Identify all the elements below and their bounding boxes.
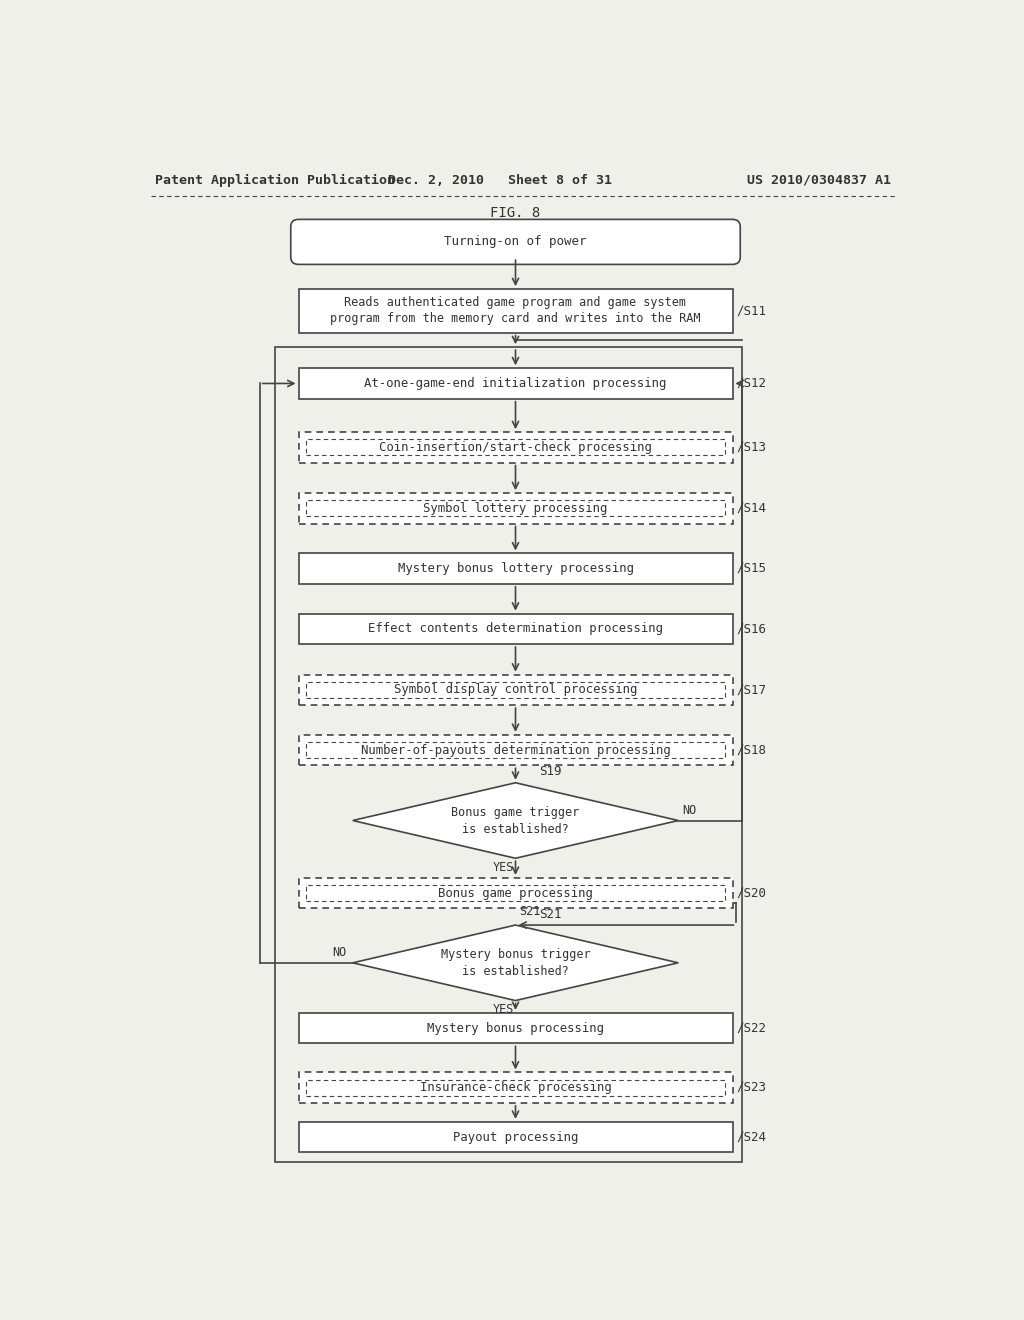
Text: Number-of-payouts determination processing: Number-of-payouts determination processi…: [360, 743, 671, 756]
Text: ∕S11: ∕S11: [736, 305, 766, 317]
Text: ∕S18: ∕S18: [736, 743, 766, 756]
Text: Symbol display control processing: Symbol display control processing: [394, 684, 637, 697]
Text: FIG. 8: FIG. 8: [490, 206, 541, 220]
Text: Bonus game processing: Bonus game processing: [438, 887, 593, 900]
Text: S21: S21: [519, 904, 541, 917]
Text: S21: S21: [539, 908, 561, 921]
Text: NO: NO: [333, 946, 346, 960]
Text: Patent Application Publication: Patent Application Publication: [155, 174, 395, 186]
Text: Mystery bonus processing: Mystery bonus processing: [427, 1022, 604, 1035]
Text: Symbol lottery processing: Symbol lottery processing: [423, 502, 607, 515]
Text: ∕S23: ∕S23: [736, 1081, 766, 1094]
Bar: [299, 735, 732, 766]
Bar: [275, 347, 741, 1163]
Bar: [306, 886, 725, 902]
Text: ∕S17: ∕S17: [736, 684, 766, 697]
Text: YES: YES: [494, 861, 515, 874]
Text: At-one-game-end initialization processing: At-one-game-end initialization processin…: [365, 378, 667, 389]
Bar: [299, 878, 732, 908]
Bar: [306, 682, 725, 698]
Text: Mystery bonus trigger
is established?: Mystery bonus trigger is established?: [440, 948, 590, 978]
Bar: [306, 500, 725, 516]
Text: YES: YES: [494, 1003, 515, 1016]
Text: NO: NO: [682, 804, 696, 817]
Bar: [299, 614, 732, 644]
Text: ∕S14: ∕S14: [736, 502, 766, 515]
Text: ∕S20: ∕S20: [736, 887, 766, 900]
Bar: [299, 1122, 732, 1152]
Bar: [299, 432, 732, 462]
Text: ∕S16: ∕S16: [736, 622, 766, 635]
Text: Reads authenticated game program and game system
program from the memory card an: Reads authenticated game program and gam…: [331, 297, 700, 325]
Bar: [306, 742, 725, 758]
Bar: [299, 553, 732, 583]
Bar: [306, 440, 725, 455]
Text: ∕S24: ∕S24: [736, 1130, 766, 1143]
Text: Effect contents determination processing: Effect contents determination processing: [368, 622, 663, 635]
Bar: [299, 289, 732, 333]
Polygon shape: [352, 783, 678, 858]
Bar: [299, 494, 732, 524]
Text: S19: S19: [539, 766, 561, 779]
Text: Dec. 2, 2010   Sheet 8 of 31: Dec. 2, 2010 Sheet 8 of 31: [388, 174, 612, 186]
Text: US 2010/0304837 A1: US 2010/0304837 A1: [748, 174, 891, 186]
Polygon shape: [352, 925, 678, 1001]
Text: Insurance-check processing: Insurance-check processing: [420, 1081, 611, 1094]
Bar: [299, 1012, 732, 1043]
Bar: [299, 1072, 732, 1104]
Bar: [306, 1080, 725, 1096]
FancyBboxPatch shape: [291, 219, 740, 264]
Bar: [299, 675, 732, 705]
Text: ∕S22: ∕S22: [736, 1022, 766, 1035]
Text: Payout processing: Payout processing: [453, 1130, 579, 1143]
Text: Bonus game trigger
is established?: Bonus game trigger is established?: [452, 805, 580, 836]
Text: ∕S12: ∕S12: [736, 378, 766, 389]
Text: Mystery bonus lottery processing: Mystery bonus lottery processing: [397, 562, 634, 576]
Text: ∕S15: ∕S15: [736, 562, 766, 576]
Text: ∕S13: ∕S13: [736, 441, 766, 454]
Bar: [299, 368, 732, 399]
Text: Turning-on of power: Turning-on of power: [444, 235, 587, 248]
Text: Coin-insertion/start-check processing: Coin-insertion/start-check processing: [379, 441, 652, 454]
